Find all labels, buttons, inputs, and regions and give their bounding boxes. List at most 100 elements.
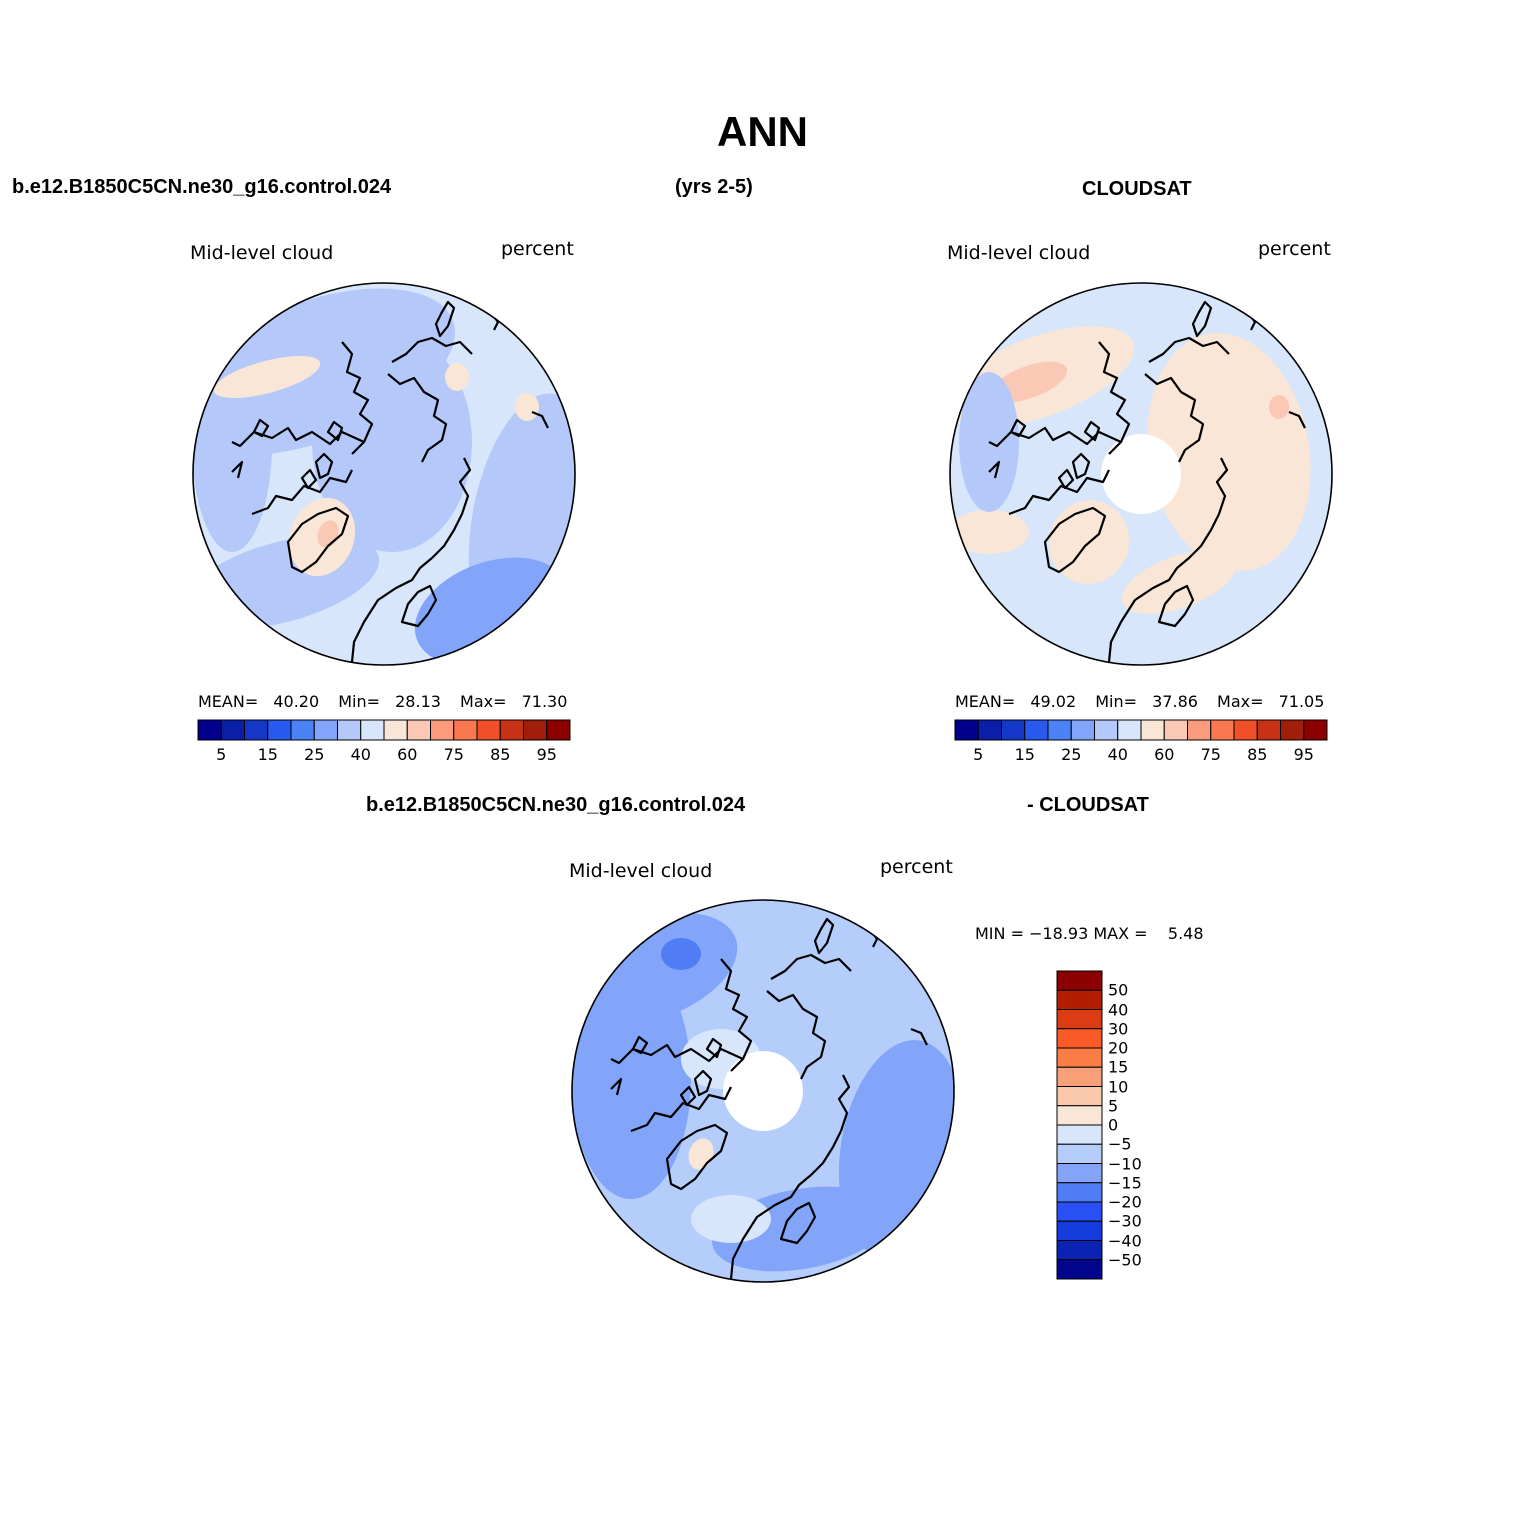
diff-colorbar: [1056, 970, 1103, 1280]
model-colorbar-box: [523, 719, 548, 741]
obs-colorbar-tick-label: 5: [973, 745, 984, 764]
obs-colorbar-box: [1047, 719, 1072, 741]
model-stats: MEAN= 40.20 Min= 28.13 Max= 71.30: [198, 692, 567, 711]
model-coastline: [314, 452, 334, 480]
model-colorbar-box: [267, 719, 292, 741]
diff-coastline: [665, 1123, 729, 1191]
model-coastline: [350, 513, 463, 663]
obs-coastlines: [988, 300, 1306, 663]
diff-colorbar-box: [1056, 1105, 1103, 1126]
model-map-region: [213, 355, 321, 399]
diff-colorbar-box: [1056, 1124, 1103, 1145]
model-colorbar-box: [383, 719, 408, 741]
diff-colorbar-box: [1056, 1182, 1103, 1203]
obs-map-fill: [950, 283, 1332, 665]
model-colorbar-box: [430, 719, 455, 741]
obs-colorbar-tick-label: 85: [1247, 745, 1268, 764]
diff-coastline: [766, 990, 827, 1080]
obs-coastline: [1148, 336, 1230, 363]
model-coastline: [326, 420, 344, 442]
obs-map-region: [1269, 395, 1289, 419]
diff-coastline: [779, 1201, 817, 1245]
model-colorbar-box: [453, 719, 478, 741]
obs-polar-map: [949, 282, 1333, 666]
diff-coastline: [705, 1037, 723, 1059]
case-name-header: b.e12.B1850C5CN.ne30_g16.control.024: [12, 176, 392, 198]
diff-polar-hole: [723, 1051, 803, 1131]
obs-coastline: [1083, 420, 1101, 442]
model-colorbar-box: [220, 719, 245, 741]
model-map-fill: [193, 283, 575, 665]
diff-colorbar-box: [1056, 1163, 1103, 1184]
model-coastline: [300, 468, 318, 490]
obs-colorbar-box: [1233, 719, 1258, 741]
obs-colorbar-box: [1303, 719, 1328, 741]
obs-map-region: [1121, 550, 1237, 614]
diff-colorbar-tick-label: 30: [1108, 1019, 1129, 1039]
obs-coastline: [1071, 452, 1091, 480]
obs-colorbar-box: [954, 719, 979, 741]
obs-colorbar-box: [1187, 719, 1212, 741]
model-coastline: [252, 418, 270, 438]
model-max-label: Max=: [460, 692, 507, 711]
model-colorbar-ticks: 5 15 25 40 60 75 85 95: [198, 745, 570, 765]
model-min-value: 28.13: [395, 692, 441, 711]
diff-colorbar-tick-label: −30: [1108, 1211, 1142, 1231]
obs-colorbar-box: [1094, 719, 1119, 741]
diff-colorbar-tick-label: 5: [1108, 1096, 1119, 1116]
model-map-border: [192, 282, 576, 666]
model-colorbar-box: [244, 719, 269, 741]
model-min-label: Min=: [338, 692, 381, 711]
diff-colorbar-box: [1056, 1220, 1103, 1241]
obs-colorbar-tick-label: 60: [1154, 745, 1175, 764]
diff-colorbar-tick-label: 10: [1108, 1077, 1129, 1096]
obs-coastline: [1009, 418, 1027, 438]
diff-colorbar-box: [1056, 1086, 1103, 1107]
obs-coastline: [1043, 506, 1107, 574]
obs-coastline: [1107, 513, 1220, 663]
obs-colorbar-box: [1070, 719, 1095, 741]
model-colorbar-tick-label: 60: [397, 745, 418, 764]
diff-polar-map: [571, 899, 955, 1283]
diff-coastline: [631, 1035, 649, 1055]
model-coastline: [400, 584, 438, 628]
model-coastline: [251, 469, 353, 516]
diff-colorbar-ticks: 50 40 30 20 15 10 5 0 −5 −10 −15 −20 −30 −40 −50: [1108, 971, 1168, 1279]
model-colorbar-box: [197, 719, 222, 741]
obs-colorbar-box: [977, 719, 1002, 741]
model-colorbar-box: [313, 719, 338, 741]
diff-colorbar-box: [1056, 1047, 1103, 1068]
model-colorbar-box: [290, 719, 315, 741]
obs-coastline: [988, 460, 1001, 479]
obs-map-region: [1147, 333, 1311, 571]
model-colorbar-box: [337, 719, 362, 741]
model-colorbar-box: [546, 719, 571, 741]
obs-colorbar-tick-label: 75: [1200, 745, 1221, 764]
diff-minmax: MIN = −18.93 MAX = 5.48: [975, 924, 1204, 943]
obs-min-value: 37.86: [1152, 692, 1198, 711]
diff-colorbar-tick-label: 20: [1108, 1038, 1129, 1058]
diff-units-label: percent: [880, 856, 953, 878]
diff-map-region: [691, 1195, 771, 1243]
diff-map-border: [571, 899, 955, 1283]
diff-colorbar-tick-label: −5: [1108, 1134, 1132, 1154]
model-map-region: [445, 363, 469, 391]
model-max-value: 71.30: [521, 692, 568, 711]
diff-coastline: [910, 1027, 928, 1046]
model-colorbar-box: [406, 719, 431, 741]
diff-colorbar-box: [1056, 1201, 1103, 1222]
model-colorbar-box: [499, 719, 524, 741]
obs-name-header: CLOUDSAT: [1082, 178, 1192, 200]
obs-coastline: [1144, 373, 1205, 463]
model-coastline: [458, 457, 472, 515]
model-mean-value: 40.20: [273, 692, 320, 711]
model-coastline: [391, 336, 473, 363]
diff-colorbar-box: [1056, 1066, 1103, 1087]
diff-coastline: [813, 917, 835, 955]
model-coastline: [531, 410, 549, 429]
model-map-region: [312, 332, 472, 552]
diff-colorbar-tick-label: −10: [1108, 1154, 1142, 1173]
diff-colorbar-box: [1056, 1240, 1103, 1261]
obs-colorbar-tick-label: 95: [1293, 745, 1314, 764]
diff-coastline: [770, 953, 852, 980]
